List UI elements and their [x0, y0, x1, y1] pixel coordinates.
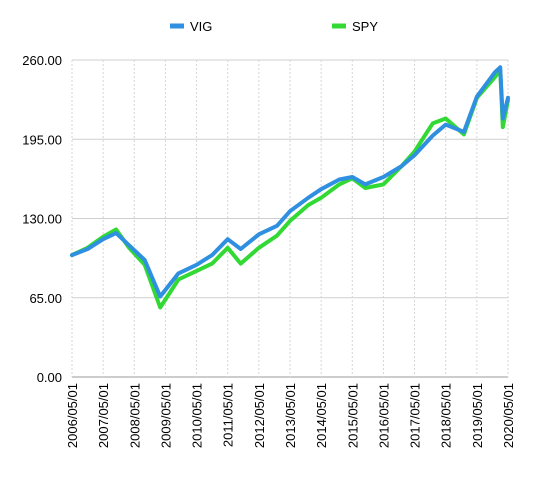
x-tick-label: 2019/05/01 — [470, 383, 485, 448]
y-tick-label: 260.00 — [22, 53, 62, 68]
series-lines — [70, 65, 510, 310]
legend: VIG SPY — [170, 19, 378, 34]
x-tick-label: 2020/05/01 — [501, 383, 516, 448]
grid — [71, 59, 509, 378]
x-tick-label: 2013/05/01 — [283, 383, 298, 448]
y-axis: 0.00 65.00 130.00 195.00 260.00 — [22, 53, 62, 385]
x-tick-label: 2018/05/01 — [439, 383, 454, 448]
x-tick-label: 2014/05/01 — [314, 383, 329, 448]
y-tick-label: 0.00 — [37, 370, 62, 385]
legend-label-spy: SPY — [352, 19, 378, 34]
y-tick-label: 130.00 — [22, 212, 62, 227]
legend-label-vig: VIG — [190, 19, 212, 34]
series-line-vig — [70, 65, 510, 299]
y-tick-label: 195.00 — [22, 132, 62, 147]
x-tick-label: 2009/05/01 — [158, 383, 173, 448]
x-tick-label: 2006/05/01 — [65, 383, 80, 448]
x-tick-label: 2008/05/01 — [127, 383, 142, 448]
x-tick-label: 2010/05/01 — [190, 383, 205, 448]
x-tick-label: 2015/05/01 — [345, 383, 360, 448]
x-tick-label: 2007/05/01 — [96, 383, 111, 448]
y-tick-label: 65.00 — [29, 291, 62, 306]
x-axis: 2006/05/01 2007/05/01 2008/05/01 2009/05/01… — [65, 383, 516, 448]
x-tick-label: 2016/05/01 — [376, 383, 391, 448]
x-tick-label: 2011/05/01 — [221, 383, 236, 447]
x-tick-label: 2012/05/01 — [252, 383, 267, 448]
x-tick-label: 2017/05/01 — [408, 383, 423, 448]
